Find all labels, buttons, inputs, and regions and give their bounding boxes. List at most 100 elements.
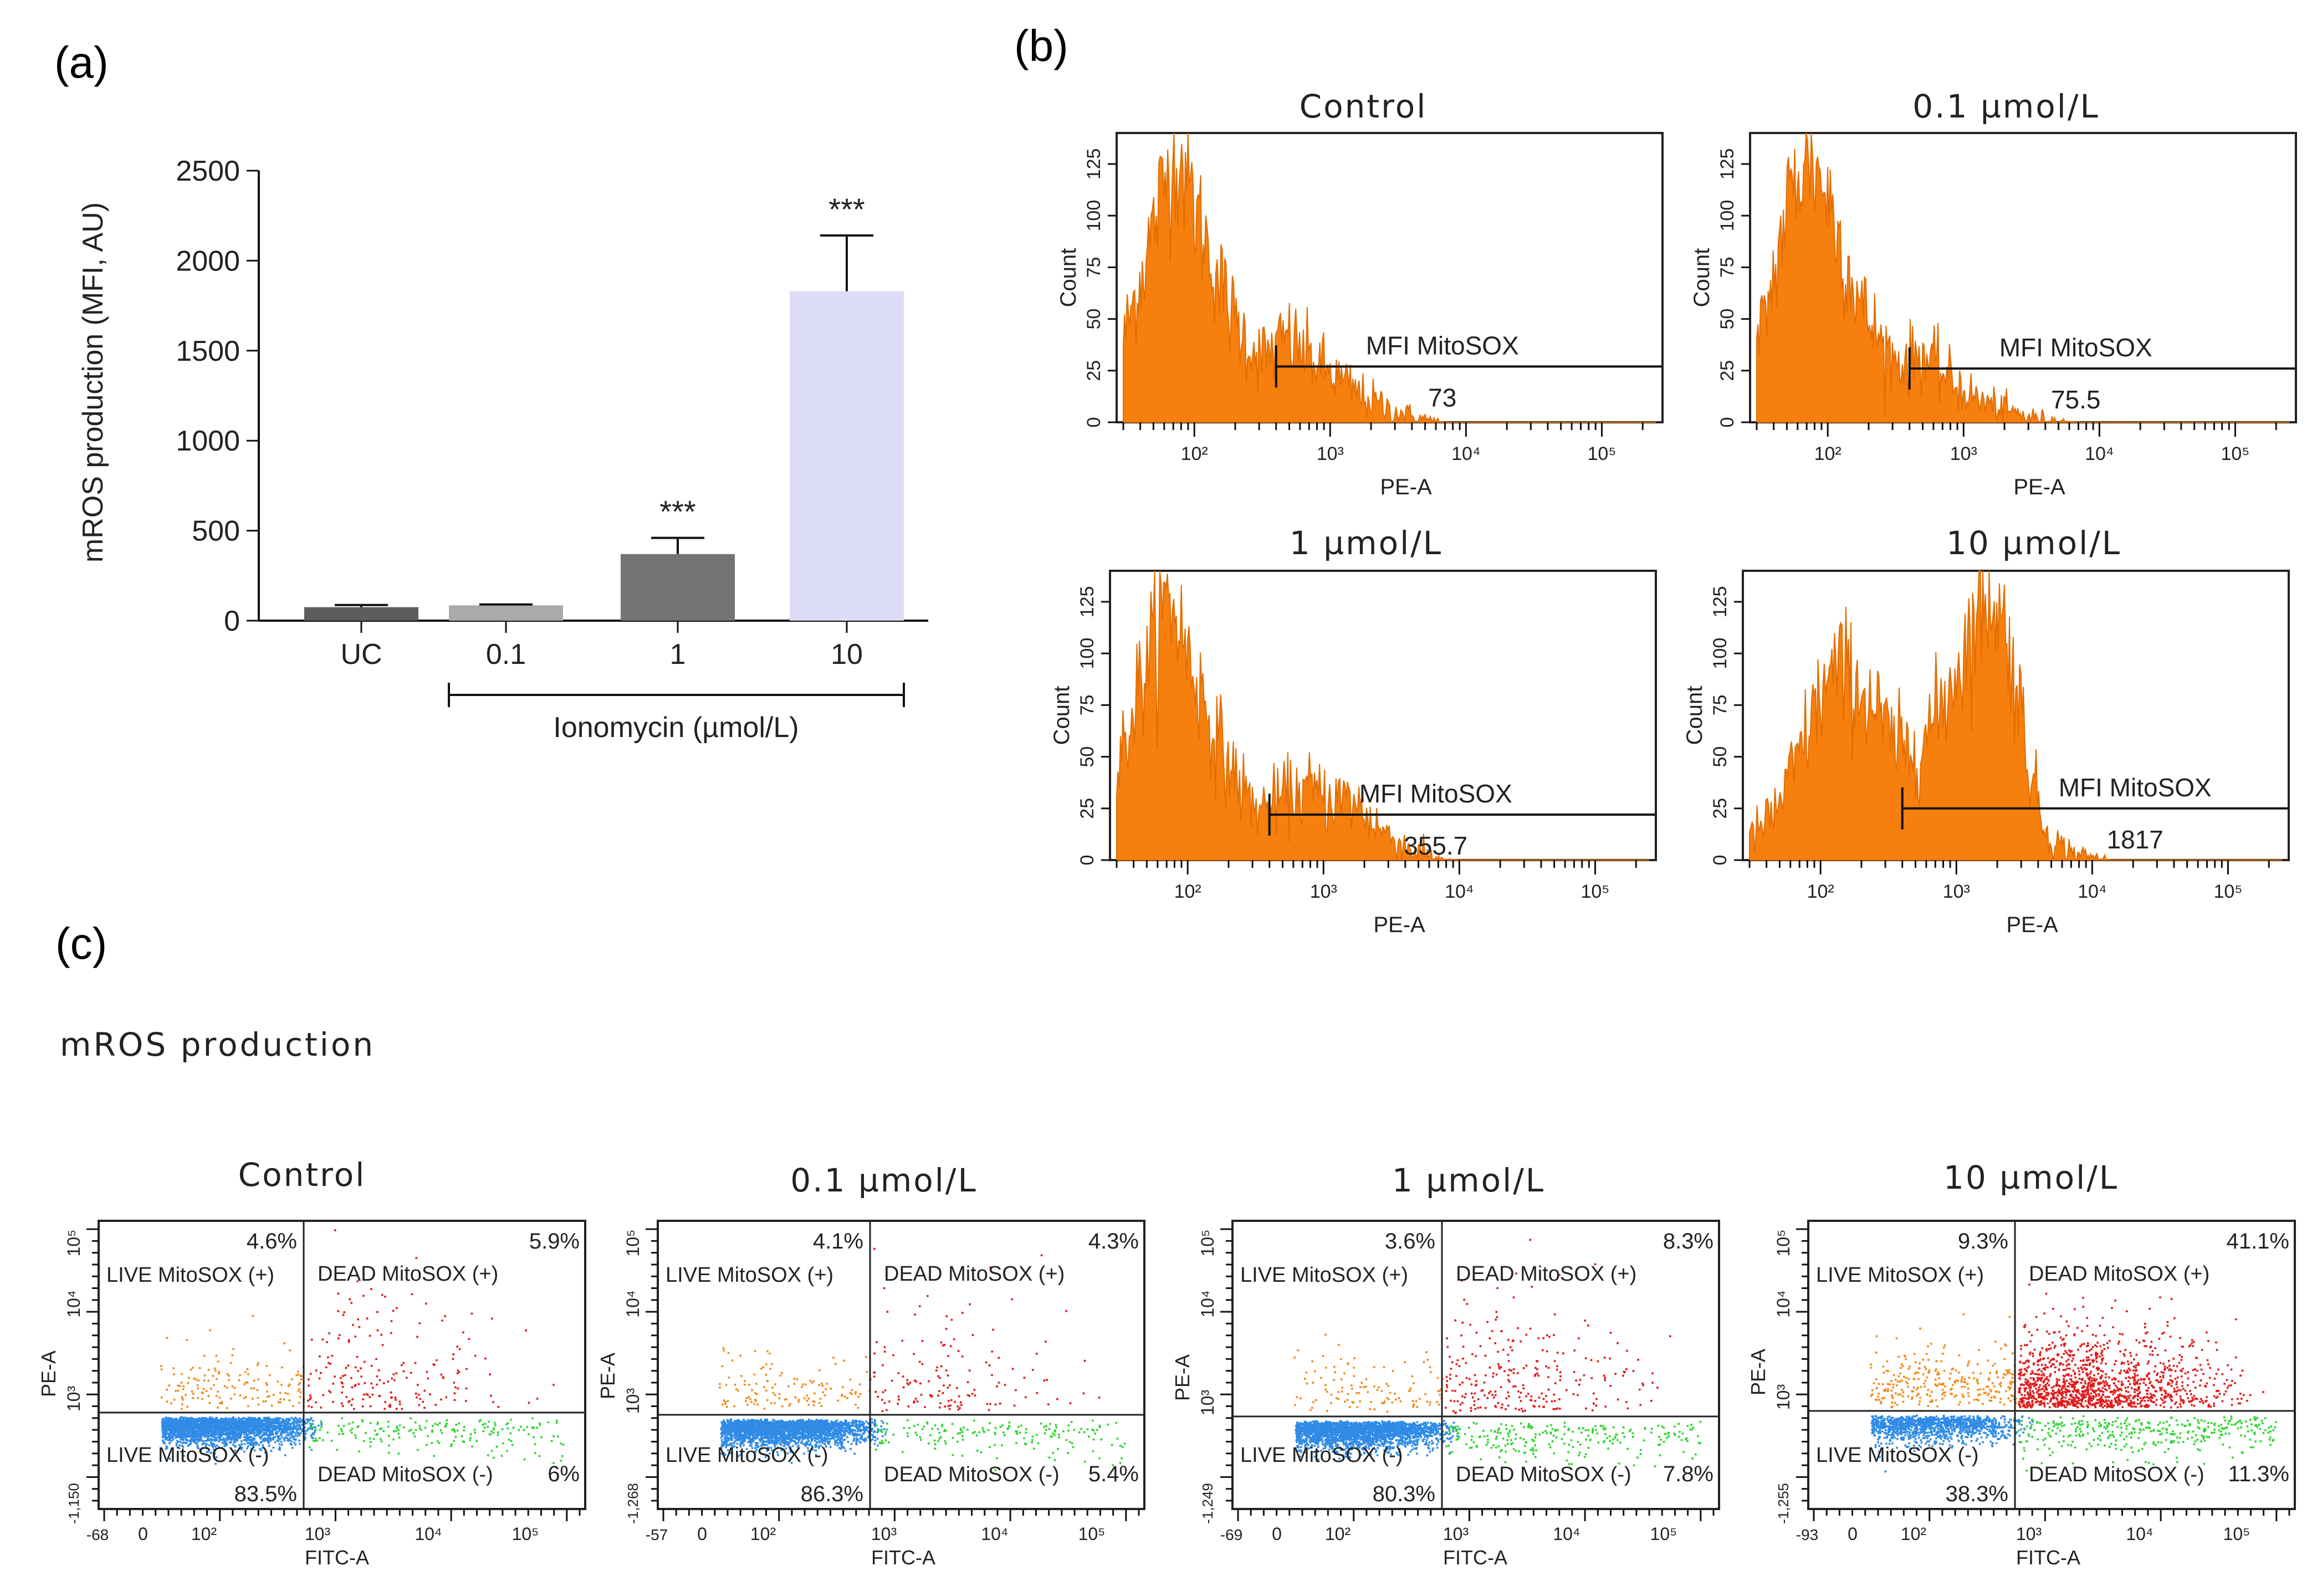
histogram-distribution: [1116, 570, 1649, 862]
histogram-title: 10 µmol/L: [1946, 524, 2121, 562]
bar-chart-xtick-label: UC: [340, 638, 382, 671]
scatter-ytick-label: 10⁵: [64, 1230, 84, 1257]
live-positive-label: LIVE MitoSOX (+): [666, 1264, 833, 1287]
scatter-xtick-label: 10²: [1325, 1524, 1351, 1544]
mfi-value: 73: [1428, 383, 1456, 412]
scatter-ytick-label: 10³: [623, 1388, 643, 1414]
scatter-ymin-label: -1,268: [625, 1483, 641, 1524]
histogram-3: 10 µmol/L 0 25 50 75 100 125 Count 10² 10³ 10⁴ 10⁵ P…: [1682, 524, 2290, 937]
live-negative-events: [720, 1418, 887, 1464]
scatter-frame: [1231, 1220, 1720, 1510]
ionomycin-group-bracket: [448, 683, 905, 707]
scatter-xtick-label: 10³: [871, 1524, 897, 1544]
histogram-title: 1 µmol/L: [1290, 524, 1443, 562]
scatter-ymin-label: -1,150: [65, 1483, 82, 1524]
scatter-ylabel: PE-A: [37, 1351, 60, 1397]
histogram-2: 1 µmol/L 0 25 50 75 100 125 Count 10² 10³ 10⁴ 10⁵ PE…: [1050, 524, 1657, 937]
histogram-ylabel: Count: [1690, 248, 1714, 308]
live-positive-percent: 9.3%: [1958, 1229, 2008, 1254]
scatter-frame: [98, 1220, 586, 1510]
dead-positive-label: DEAD MitoSOX (+): [1456, 1262, 1636, 1286]
histogram-xlabel: PE-A: [1373, 913, 1425, 937]
bar-chart-ylabel: mROS production (MFI, AU): [77, 202, 109, 562]
histogram-xtick-label: 10²: [1174, 881, 1201, 902]
scatter-xtick-label: 10⁴: [981, 1524, 1008, 1544]
histogram-ylabel: Count: [1050, 686, 1074, 745]
bar-chart-ytick-label: 2000: [176, 245, 240, 277]
bar-chart-ytick-label: 0: [224, 605, 240, 637]
histogram-ytick-label: 50: [1717, 309, 1738, 330]
mfi-gate-label: MFI MitoSOX: [2059, 773, 2212, 802]
scatter-ylabel: PE-A: [596, 1353, 619, 1399]
histogram-ytick-label: 75: [1710, 694, 1731, 715]
histogram-ytick-label: 100: [1083, 200, 1104, 232]
scatter-ytick-label: 10⁵: [1773, 1230, 1793, 1257]
scatter-xtick-label: 10⁴: [1553, 1524, 1580, 1544]
histogram-ytick-label: 0: [1710, 855, 1731, 866]
dead-positive-percent: 5.9%: [529, 1229, 580, 1254]
live-negative-events: [1870, 1414, 2034, 1473]
histogram-xtick-label: 10⁴: [1451, 443, 1480, 464]
live-negative-label: LIVE MitoSOX (-): [1240, 1444, 1403, 1467]
dead-negative-percent: 5.4%: [1088, 1462, 1139, 1486]
histogram-xtick-label: 10³: [1310, 881, 1337, 902]
scatter-xmin-label: -69: [1220, 1526, 1242, 1543]
histogram-xtick-label: 10⁴: [1445, 881, 1474, 902]
bar-chart-ytick-label: 500: [192, 515, 240, 548]
dead-negative-label: DEAD MitoSOX (-): [1456, 1463, 1631, 1486]
histogram-ylabel: Count: [1056, 248, 1081, 308]
histogram-distribution: [1123, 132, 1656, 424]
scatter-ytick-label: 10⁴: [1773, 1290, 1793, 1317]
histogram-title: 0.1 µmol/L: [1912, 88, 2100, 125]
histogram-ytick-label: 125: [1083, 149, 1104, 180]
scatter-y-axis: 10³ 10⁴ 10⁵ -1,255 PE-A: [1747, 1228, 1808, 1524]
live-positive-percent: 4.1%: [813, 1229, 863, 1254]
scatter-ytick-label: 10⁴: [623, 1290, 643, 1317]
scatter-xlabel: FITC-A: [2016, 1546, 2080, 1569]
histogram-xtick-label: 10³: [1950, 443, 1977, 464]
histogram-ytick-label: 25: [1710, 798, 1731, 819]
histogram-ytick-label: 50: [1077, 746, 1098, 768]
mfi-gate-label: MFI MitoSOX: [1359, 779, 1512, 808]
bar-chart-xlabel: Ionomycin (µmol/L): [553, 712, 799, 744]
histogram-title: Control: [1300, 88, 1428, 125]
scatter-title: 0.1 µmol/L: [790, 1162, 978, 1199]
bar-0.1: [449, 605, 563, 621]
scatter-xtick-label: 10⁵: [512, 1524, 539, 1544]
scatter-title: 1 µmol/L: [1392, 1162, 1545, 1199]
mfi-value: 355.7: [1404, 831, 1467, 860]
histogram-ytick-label: 75: [1083, 257, 1104, 278]
scatter-xlabel: FITC-A: [305, 1546, 369, 1569]
histogram-ytick-label: 50: [1083, 309, 1104, 330]
scatter-x-axis: -69 0 10² 10³ 10⁴ 10⁵ FITC-A: [1220, 1509, 1715, 1569]
live-negative-percent: 80.3%: [1373, 1482, 1435, 1506]
live-positive-events: [160, 1314, 305, 1410]
scatter-3: 10 µmol/L 9.3% LIVE MitoSOX (+) 41.1% DEAD M…: [1747, 1159, 2296, 1569]
live-positive-label: LIVE MitoSOX (+): [1240, 1264, 1408, 1287]
histogram-xtick-label: 10⁵: [2221, 443, 2250, 464]
scatter-xlabel: FITC-A: [871, 1546, 935, 1569]
histogram-ytick-label: 25: [1083, 360, 1104, 381]
dead-positive-label: DEAD MitoSOX (+): [318, 1262, 498, 1286]
histogram-ytick-label: 100: [1717, 200, 1738, 232]
histogram-ytick-label: 50: [1710, 746, 1731, 768]
scatter-xtick-label: 10⁵: [1078, 1524, 1106, 1544]
live-negative-percent: 38.3%: [1946, 1482, 2008, 1506]
dead-negative-percent: 7.8%: [1663, 1462, 1713, 1486]
histogram-xlabel: PE-A: [1380, 475, 1432, 499]
live-positive-label: LIVE MitoSOX (+): [1816, 1264, 1984, 1287]
scatter-ymin-label: -1,249: [1199, 1483, 1216, 1524]
histogram-0: Control 0 25 50 75 100 125 Count 10² 10³ 10⁴ 10⁵ PE-…: [1056, 88, 1664, 499]
mfi-gate-label: MFI MitoSOX: [1366, 331, 1519, 360]
dead-positive-label: DEAD MitoSOX (+): [2029, 1262, 2209, 1286]
live-negative-events: [161, 1416, 323, 1465]
dead-negative-events: [2018, 1415, 2277, 1472]
scatter-0: Control 4.6% LIVE MitoSOX (+) 5.9% DEAD Mito…: [37, 1156, 586, 1569]
live-positive-label: LIVE MitoSOX (+): [106, 1264, 274, 1287]
histogram-1: 0.1 µmol/L 0 25 50 75 100 125 Count 10² 10³ 10⁴ 10⁵…: [1690, 88, 2297, 499]
scatter-ylabel: PE-A: [1747, 1349, 1769, 1395]
histogram-ytick-label: 25: [1077, 798, 1098, 819]
scatter-points: [1870, 1283, 2277, 1473]
panel-label-a: (a): [54, 38, 109, 87]
scatter-title: Control: [238, 1156, 366, 1194]
